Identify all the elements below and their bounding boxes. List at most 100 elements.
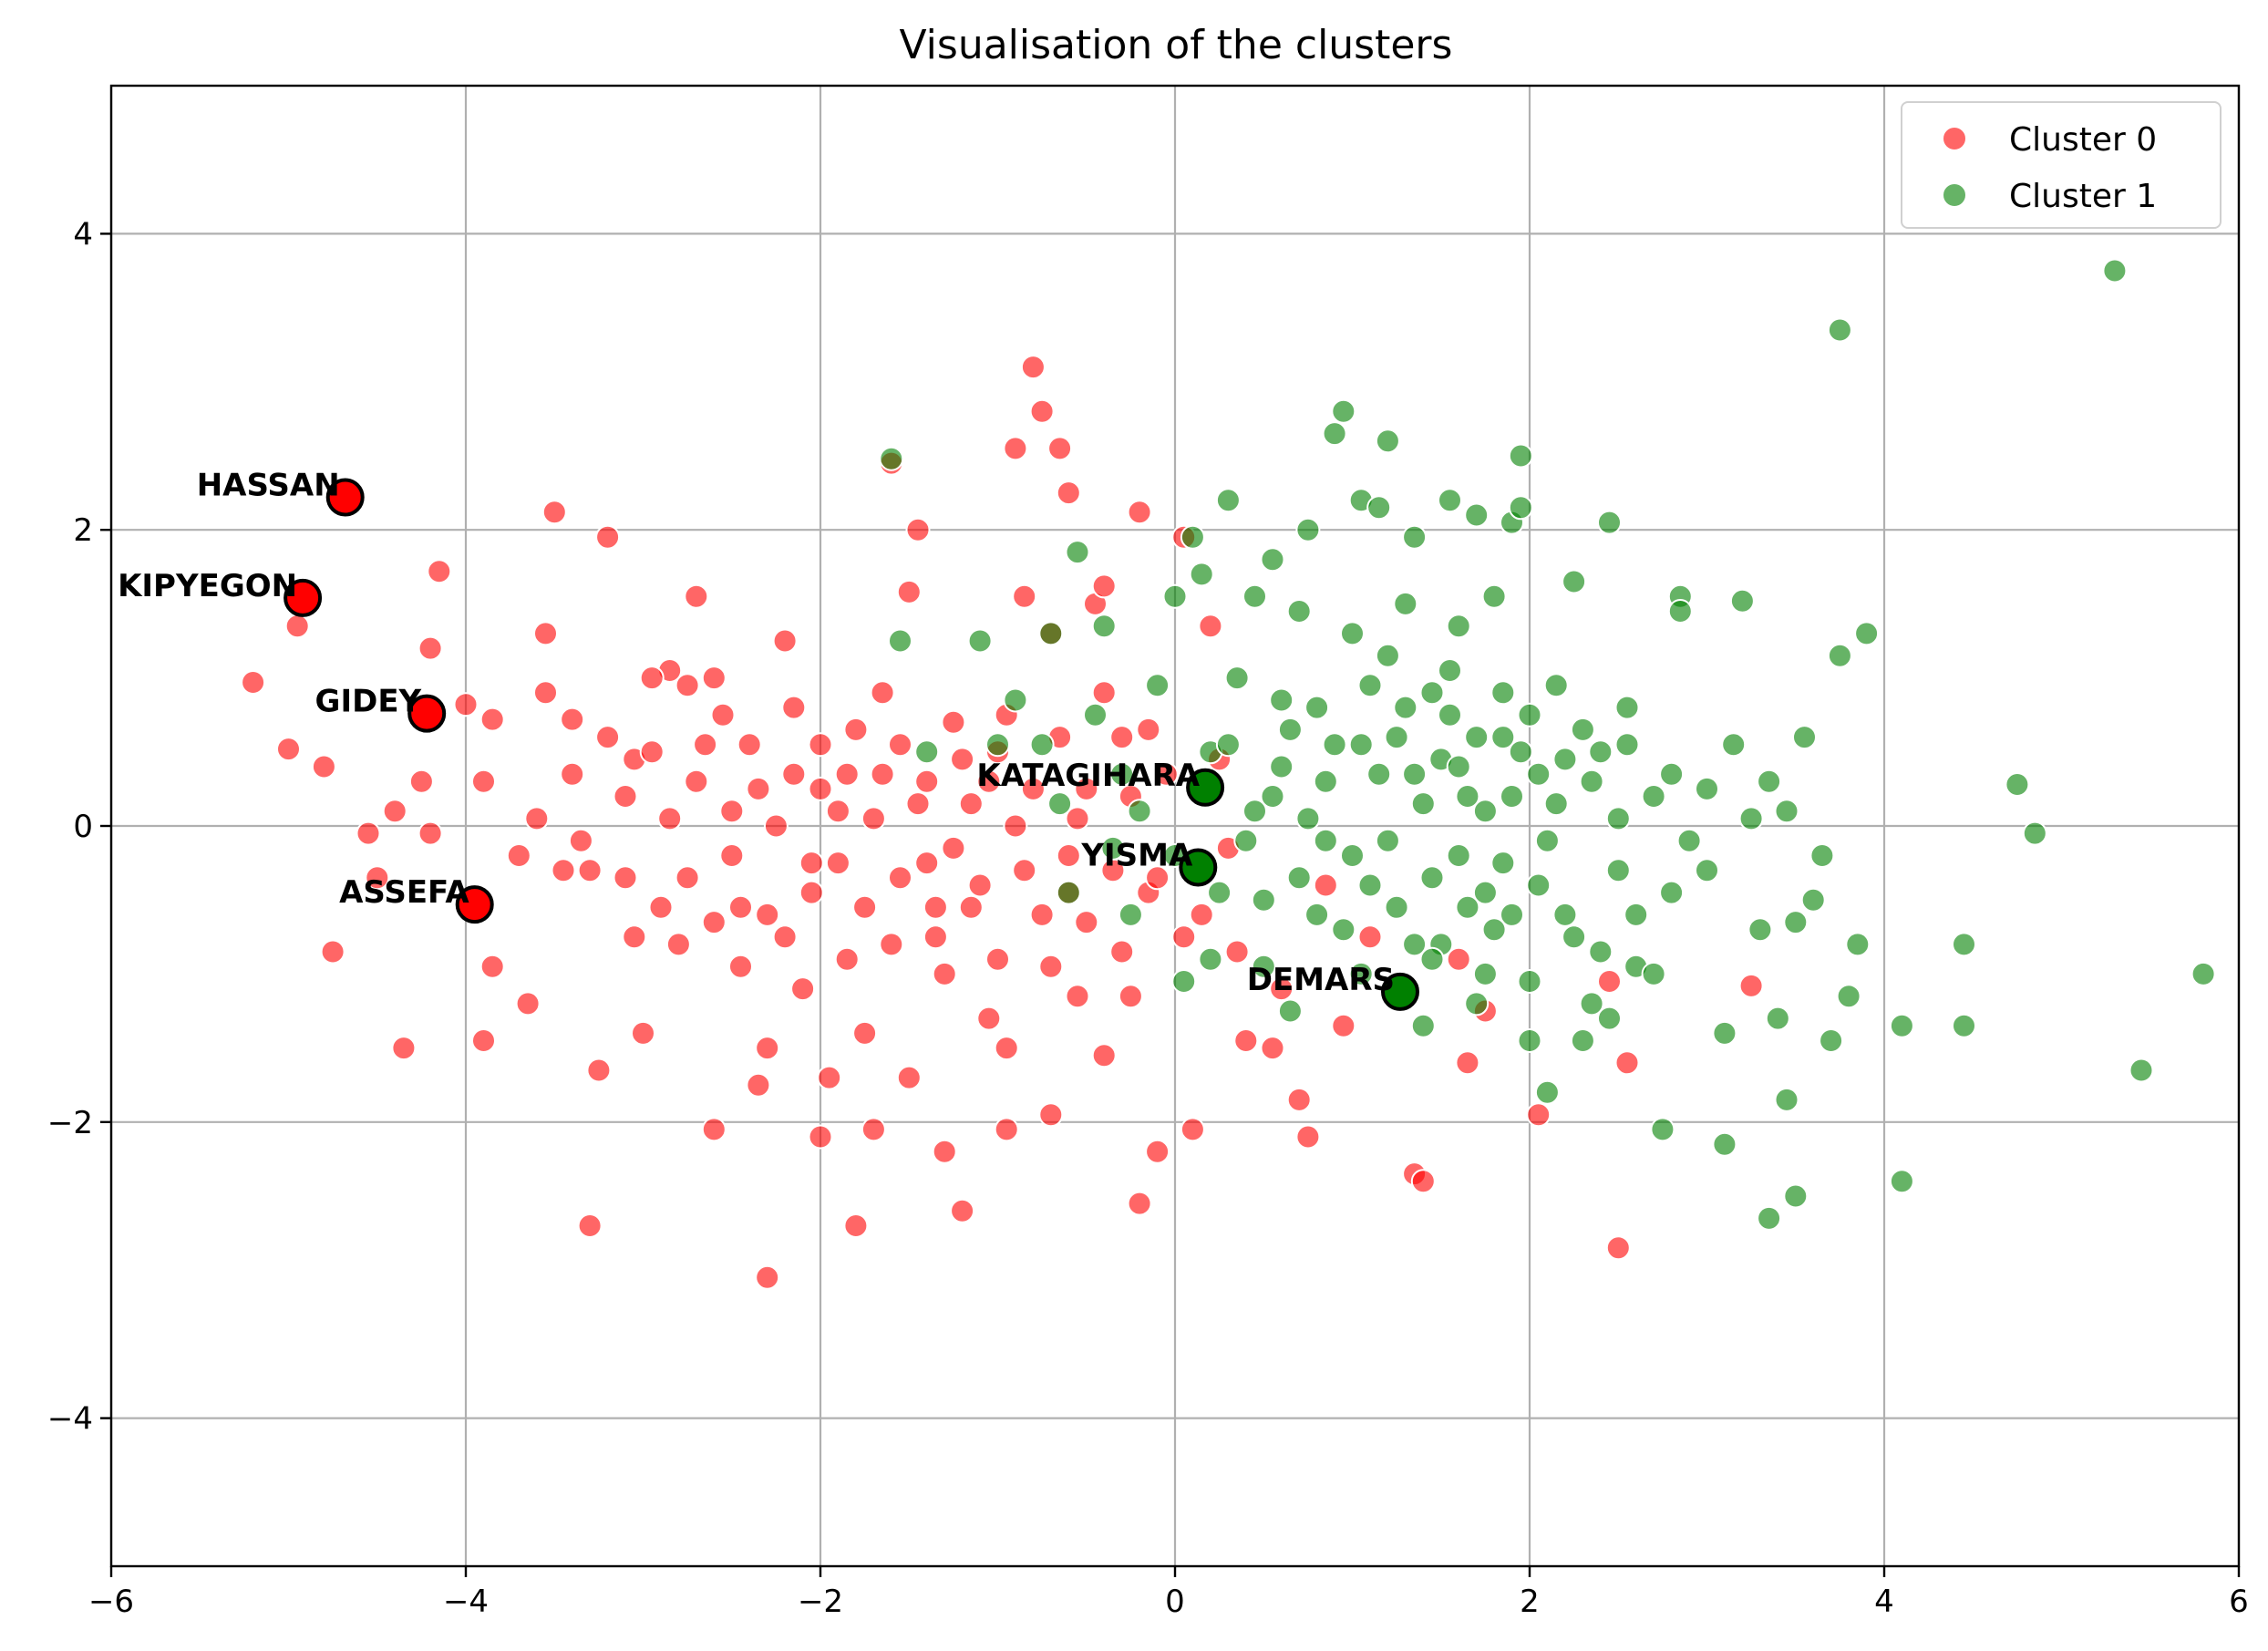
- cluster-0-point: [1605, 1235, 1631, 1261]
- cluster-1-point: [1438, 488, 1462, 513]
- cluster-0-point: [808, 776, 833, 801]
- cluster-1-point: [1889, 1013, 1914, 1038]
- cluster-0-point: [639, 739, 665, 765]
- cluster-1-point: [1757, 769, 1782, 794]
- cluster-0-point: [834, 946, 860, 972]
- cluster-0-point: [755, 902, 780, 927]
- cluster-0-point: [1074, 776, 1099, 801]
- cluster-1-point: [1215, 488, 1241, 513]
- cluster-1-point: [1047, 791, 1073, 817]
- cluster-0-point: [1136, 717, 1161, 742]
- cluster-1-point: [1534, 1079, 1560, 1105]
- cluster-0-point: [1233, 1028, 1259, 1053]
- cluster-1-point: [1570, 1028, 1595, 1053]
- cluster-0-point: [834, 761, 860, 787]
- cluster-0-point: [241, 670, 266, 695]
- highlighted-point: [1186, 768, 1225, 807]
- cluster-1-point: [1233, 828, 1259, 853]
- cluster-0-point: [755, 1036, 780, 1061]
- cluster-1-point: [1534, 828, 1560, 853]
- cluster-0-point: [1038, 954, 1064, 979]
- cluster-1-point: [1624, 902, 1649, 927]
- cluster-0-point: [879, 932, 904, 957]
- cluster-1-point: [1659, 761, 1685, 787]
- cluster-0-point: [1357, 924, 1383, 950]
- cluster-0-point: [453, 692, 479, 717]
- cluster-1-point: [985, 732, 1010, 758]
- cluster-1-point: [1889, 1169, 1914, 1194]
- cluster-1-point: [1083, 702, 1108, 727]
- cluster-0-point: [852, 1020, 878, 1046]
- cluster-1-point: [1500, 784, 1524, 809]
- cluster-0-point: [1446, 946, 1471, 972]
- cluster-1-point: [1455, 784, 1480, 809]
- highlighted-point: [455, 885, 494, 924]
- data-points: [241, 258, 2216, 1290]
- cluster-0-point: [533, 680, 558, 706]
- cluster-1-point: [1490, 725, 1516, 750]
- cluster-1-point: [1676, 828, 1702, 853]
- cluster-0-point: [763, 813, 789, 839]
- cluster-0-point: [994, 1036, 1019, 1061]
- cluster-1-point: [1384, 894, 1409, 920]
- cluster-1-point: [1605, 858, 1631, 883]
- cluster-1-point: [1295, 806, 1321, 831]
- cluster-0-point: [622, 924, 647, 950]
- cluster-0-point: [861, 806, 886, 831]
- cluster-1-point: [1455, 894, 1480, 920]
- cluster-0-point: [1597, 969, 1622, 994]
- cluster-0-point: [1118, 984, 1143, 1009]
- cluster-1-point: [1331, 917, 1356, 943]
- cluster-1-point: [1260, 784, 1285, 809]
- cluster-0-point: [418, 820, 443, 846]
- cluster-0-point: [408, 769, 434, 794]
- cluster-1-point: [1260, 547, 1285, 573]
- cluster-0-point: [418, 635, 443, 661]
- cluster-0-point: [1056, 843, 1081, 868]
- cluster-0-point: [896, 579, 922, 604]
- cluster-1-point: [1614, 695, 1640, 720]
- cluster-1-point: [1277, 998, 1303, 1024]
- cluster-1-point: [1490, 680, 1516, 706]
- x-tick-label: 4: [1874, 1584, 1894, 1620]
- cluster-0-point: [905, 517, 931, 542]
- legend: Cluster 0 Cluster 1: [1901, 101, 2222, 229]
- cluster-1-point: [1792, 725, 1817, 750]
- cluster-0-point: [320, 939, 345, 965]
- cluster-1-point: [2022, 820, 2047, 846]
- cluster-1-point: [1438, 702, 1462, 727]
- cluster-1-point: [1286, 599, 1312, 624]
- cluster-1-point: [1331, 398, 1356, 424]
- cluster-0-point: [1224, 939, 1250, 965]
- cluster-0-point: [790, 976, 816, 1002]
- cluster-1-point: [1800, 887, 1826, 913]
- cluster-1-point: [1543, 791, 1569, 817]
- cluster-1-point: [1056, 880, 1081, 905]
- cluster-1-point: [1171, 969, 1197, 994]
- legend-label: Cluster 1: [2009, 178, 2157, 215]
- cluster-0-point: [506, 843, 531, 868]
- cluster-1-point: [1579, 991, 1604, 1016]
- cluster-1-point: [1508, 495, 1533, 521]
- cluster-0-point: [728, 954, 753, 979]
- cluster-0-point: [533, 621, 558, 646]
- cluster-1-point: [1517, 969, 1542, 994]
- cluster-0-point: [701, 910, 727, 935]
- cluster-0-point: [1091, 1043, 1117, 1068]
- cluster-0-point: [817, 1065, 842, 1090]
- cluster-1-point: [879, 446, 904, 471]
- cluster-1-point: [1526, 872, 1552, 898]
- cluster-1-point: [1650, 1117, 1675, 1142]
- cluster-0-point: [976, 769, 1002, 794]
- cluster-1-point: [1721, 732, 1747, 758]
- cluster-1-point: [1464, 725, 1490, 750]
- cluster-1-point: [1597, 510, 1622, 535]
- cluster-0-point: [808, 1124, 833, 1150]
- cluster-0-point: [941, 709, 966, 735]
- cluster-1-point: [1579, 769, 1604, 794]
- cluster-0-point: [613, 784, 638, 809]
- cluster-0-point: [1145, 865, 1170, 891]
- cluster-0-point: [1127, 1191, 1152, 1216]
- cluster-0-point: [1455, 1050, 1480, 1076]
